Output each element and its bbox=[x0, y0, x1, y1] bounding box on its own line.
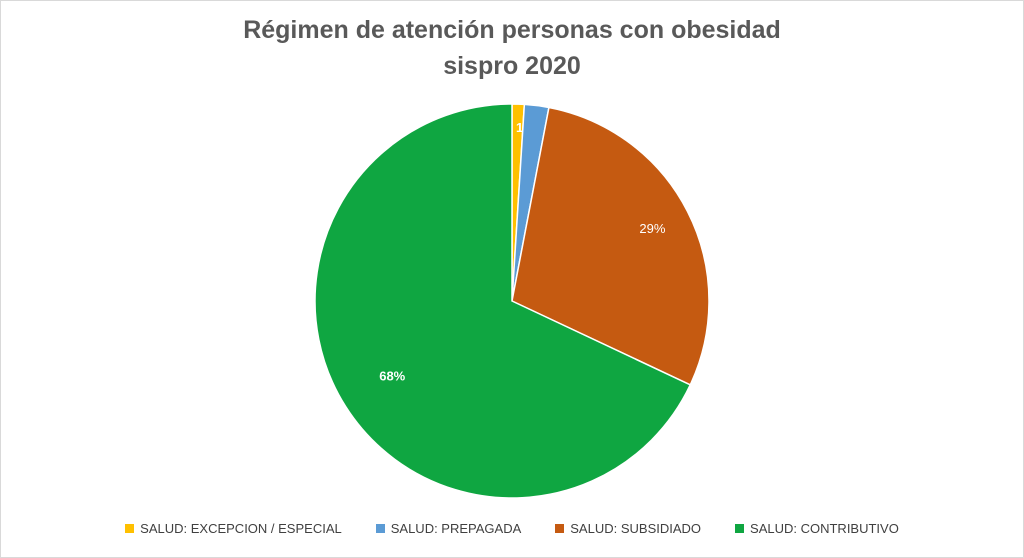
legend-label: SALUD: EXCEPCION / ESPECIAL bbox=[140, 521, 342, 536]
legend-label: SALUD: CONTRIBUTIVO bbox=[750, 521, 899, 536]
legend-item-1: SALUD: PREPAGADA bbox=[375, 521, 522, 536]
data-label-3: 68% bbox=[379, 368, 405, 383]
legend-swatch bbox=[735, 524, 745, 533]
legend-item-0: SALUD: EXCEPCION / ESPECIAL bbox=[125, 521, 342, 536]
legend-swatch bbox=[375, 524, 385, 533]
data-label-2: 29% bbox=[639, 221, 665, 236]
chart-subtitle: sispro 2020 bbox=[443, 52, 581, 80]
legend-item-2: SALUD: SUBSIDIADO bbox=[555, 521, 701, 536]
chart-title: Régimen de atención personas con obesida… bbox=[243, 16, 781, 44]
chart-legend: SALUD: EXCEPCION / ESPECIAL SALUD: PREPAG… bbox=[0, 521, 1024, 536]
legend-swatch bbox=[555, 524, 565, 533]
legend-label: SALUD: SUBSIDIADO bbox=[570, 521, 702, 536]
legend-label: SALUD: PREPAGADA bbox=[390, 521, 522, 536]
legend-swatch bbox=[125, 524, 135, 533]
pie-slice-salud-subsidiado bbox=[511, 106, 710, 386]
pie-slice-salud-contributivo bbox=[314, 103, 692, 499]
legend-item-3: SALUD: CONTRIBUTIVO bbox=[735, 521, 899, 536]
